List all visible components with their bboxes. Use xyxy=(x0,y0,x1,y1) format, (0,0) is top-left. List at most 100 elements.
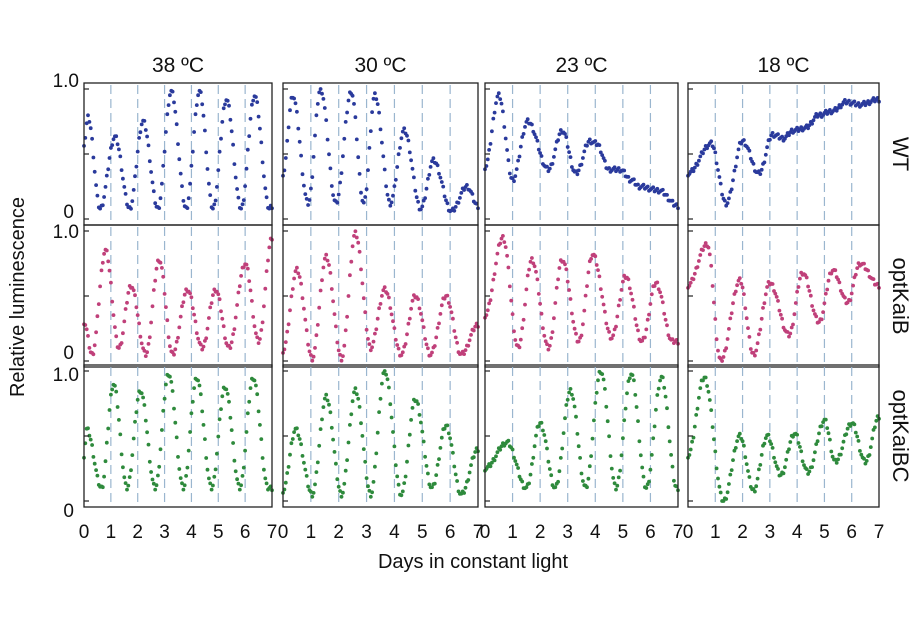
data-point xyxy=(465,183,469,187)
data-point xyxy=(759,316,764,321)
data-point xyxy=(796,285,801,289)
data-point xyxy=(538,301,542,306)
data-point xyxy=(547,467,552,471)
data-point xyxy=(285,329,290,334)
data-point xyxy=(160,428,164,432)
data-point xyxy=(220,316,225,321)
data-point xyxy=(847,98,851,103)
data-point xyxy=(405,133,409,138)
data-point xyxy=(758,172,763,177)
data-point xyxy=(485,308,490,313)
data-point xyxy=(110,299,115,304)
data-point xyxy=(518,337,523,342)
data-point xyxy=(189,163,194,168)
data-point xyxy=(213,198,218,203)
data-point xyxy=(870,436,875,441)
data-point xyxy=(182,292,187,297)
data-point xyxy=(129,206,133,211)
data-point xyxy=(111,137,116,142)
data-point xyxy=(607,166,611,170)
data-point xyxy=(328,271,333,275)
data-point xyxy=(145,430,150,435)
data-point xyxy=(359,421,363,426)
data-point xyxy=(114,389,119,394)
data-point xyxy=(774,295,779,299)
data-point xyxy=(233,315,238,320)
data-point xyxy=(314,333,319,338)
data-point xyxy=(399,493,404,498)
data-point xyxy=(220,394,225,399)
data-point xyxy=(354,392,359,397)
data-series xyxy=(686,375,881,503)
data-point xyxy=(133,174,137,179)
data-point xyxy=(102,251,106,256)
data-point xyxy=(180,184,184,189)
data-point xyxy=(133,293,137,298)
data-point xyxy=(375,102,380,106)
data-point xyxy=(469,333,473,337)
data-point xyxy=(781,471,786,476)
data-point xyxy=(327,152,331,157)
data-point xyxy=(166,335,171,340)
data-point xyxy=(107,408,112,412)
data-point xyxy=(830,454,835,459)
data-point xyxy=(452,208,457,213)
data-point xyxy=(616,475,621,480)
data-point xyxy=(331,193,335,198)
data-point xyxy=(627,376,632,381)
data-point xyxy=(252,324,257,329)
data-point xyxy=(437,171,441,176)
data-point xyxy=(416,402,420,406)
data-point xyxy=(648,467,653,472)
data-point xyxy=(407,316,412,321)
data-point xyxy=(568,297,573,301)
data-point xyxy=(366,337,370,341)
data-point xyxy=(589,454,593,458)
data-point xyxy=(862,261,866,266)
data-point xyxy=(204,456,209,460)
data-point xyxy=(605,326,610,331)
data-point xyxy=(593,139,598,143)
data-point xyxy=(585,143,589,148)
data-point xyxy=(813,450,817,455)
data-point xyxy=(370,490,374,495)
data-point xyxy=(361,296,366,301)
data-point xyxy=(102,474,106,479)
data-point xyxy=(795,289,799,294)
data-point xyxy=(769,442,774,446)
data-point xyxy=(811,308,816,313)
data-point xyxy=(196,336,201,341)
data-point xyxy=(231,142,236,147)
data-point xyxy=(438,446,443,450)
data-point xyxy=(137,321,142,326)
data-point xyxy=(260,456,265,460)
data-point xyxy=(647,312,651,317)
data-point xyxy=(416,199,420,204)
data-point xyxy=(125,300,129,305)
data-point xyxy=(430,485,434,490)
data-point xyxy=(710,425,715,429)
data-point xyxy=(334,461,338,466)
data-point xyxy=(727,327,731,331)
data-point xyxy=(796,441,801,445)
data-point xyxy=(211,293,215,297)
data-point xyxy=(659,294,664,299)
data-point xyxy=(725,201,730,206)
data-point xyxy=(374,451,379,456)
data-point xyxy=(106,167,111,172)
data-point xyxy=(435,326,440,330)
data-point xyxy=(558,128,563,132)
data-point xyxy=(747,335,752,339)
data-point xyxy=(587,137,592,142)
data-point xyxy=(161,274,166,279)
data-point xyxy=(322,106,327,110)
data-point xyxy=(384,184,388,189)
data-point xyxy=(135,397,140,402)
data-point xyxy=(410,406,415,410)
data-point xyxy=(873,425,877,430)
data-point xyxy=(735,439,739,443)
data-point xyxy=(743,306,748,311)
data-point xyxy=(381,288,386,293)
data-point xyxy=(289,441,294,446)
data-point xyxy=(235,187,240,191)
